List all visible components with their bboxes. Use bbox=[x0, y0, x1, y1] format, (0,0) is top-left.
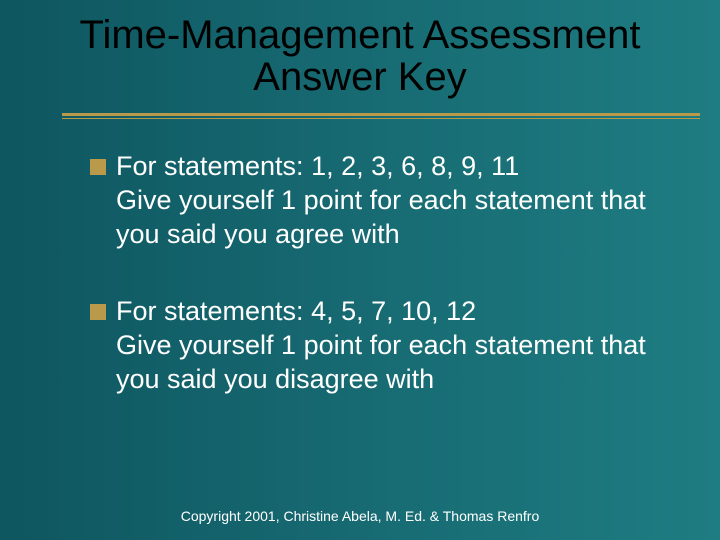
bullet-item: For statements: 4, 5, 7, 10, 12 Give you… bbox=[90, 295, 680, 396]
title-line-2: Answer Key bbox=[253, 55, 466, 99]
title-underline bbox=[62, 113, 700, 119]
title-line-1: Time-Management Assessment bbox=[80, 13, 641, 57]
underline-thick bbox=[62, 113, 700, 116]
bullet-lead-line: For statements: 1, 2, 3, 6, 8, 9, 11 bbox=[90, 150, 680, 184]
content-area: For statements: 1, 2, 3, 6, 8, 9, 11 Giv… bbox=[90, 150, 680, 441]
bullet-continuation: Give yourself 1 point for each statement… bbox=[116, 329, 680, 397]
bullet-continuation: Give yourself 1 point for each statement… bbox=[116, 184, 680, 252]
bullet-item: For statements: 1, 2, 3, 6, 8, 9, 11 Giv… bbox=[90, 150, 680, 251]
slide-title: Time-Management Assessment Answer Key bbox=[0, 0, 720, 98]
underline-thin bbox=[62, 118, 700, 119]
slide: Time-Management Assessment Answer Key Fo… bbox=[0, 0, 720, 540]
bullet-square-icon bbox=[90, 159, 106, 175]
bullet-square-icon bbox=[90, 304, 106, 320]
bullet-lead-line: For statements: 4, 5, 7, 10, 12 bbox=[90, 295, 680, 329]
copyright-footer: Copyright 2001, Christine Abela, M. Ed. … bbox=[0, 508, 720, 524]
bullet-lead-text: For statements: 4, 5, 7, 10, 12 bbox=[116, 295, 476, 329]
bullet-lead-text: For statements: 1, 2, 3, 6, 8, 9, 11 bbox=[116, 150, 519, 184]
